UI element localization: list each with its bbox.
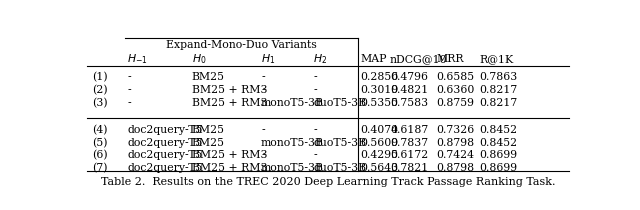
Text: doc2query-T5: doc2query-T5 bbox=[127, 150, 202, 160]
Text: BM25 + RM3: BM25 + RM3 bbox=[191, 98, 267, 108]
Text: 0.6360: 0.6360 bbox=[436, 85, 474, 95]
Text: 0.5355: 0.5355 bbox=[360, 98, 398, 108]
Text: duoT5-3B: duoT5-3B bbox=[313, 98, 366, 108]
Text: 0.2856: 0.2856 bbox=[360, 72, 399, 82]
Text: (4): (4) bbox=[92, 125, 108, 135]
Text: duoT5-3B: duoT5-3B bbox=[313, 163, 366, 173]
Text: BM25: BM25 bbox=[191, 72, 225, 82]
Text: -: - bbox=[313, 85, 317, 95]
Text: -: - bbox=[127, 98, 131, 108]
Text: -: - bbox=[127, 72, 131, 82]
Text: (1): (1) bbox=[92, 72, 108, 82]
Text: -: - bbox=[261, 85, 265, 95]
Text: -: - bbox=[313, 150, 317, 160]
Text: BM25: BM25 bbox=[191, 125, 225, 135]
Text: 0.5609: 0.5609 bbox=[360, 138, 398, 148]
Text: BM25 + RM3: BM25 + RM3 bbox=[191, 163, 267, 173]
Text: (5): (5) bbox=[92, 138, 108, 148]
Text: doc2query-T5: doc2query-T5 bbox=[127, 163, 202, 173]
Text: -: - bbox=[261, 125, 265, 135]
Text: BM25: BM25 bbox=[191, 138, 225, 148]
Text: 0.8798: 0.8798 bbox=[436, 163, 474, 173]
Text: (7): (7) bbox=[92, 163, 108, 173]
Text: $H_{0}$: $H_{0}$ bbox=[191, 52, 206, 66]
Text: -: - bbox=[313, 72, 317, 82]
Text: 0.8217: 0.8217 bbox=[479, 98, 518, 108]
Text: MAP: MAP bbox=[360, 54, 387, 64]
Text: (2): (2) bbox=[92, 85, 108, 95]
Text: 0.8759: 0.8759 bbox=[436, 98, 474, 108]
Text: BM25 + RM3: BM25 + RM3 bbox=[191, 150, 267, 160]
Text: (3): (3) bbox=[92, 98, 108, 108]
Text: monoT5-3B: monoT5-3B bbox=[261, 163, 324, 173]
Text: 0.6172: 0.6172 bbox=[390, 150, 428, 160]
Text: 0.7424: 0.7424 bbox=[436, 150, 474, 160]
Text: monoT5-3B: monoT5-3B bbox=[261, 138, 324, 148]
Text: 0.4821: 0.4821 bbox=[390, 85, 428, 95]
Text: -: - bbox=[261, 150, 265, 160]
Text: nDCG@10: nDCG@10 bbox=[390, 54, 447, 64]
Text: Expand-Mono-Duo Variants: Expand-Mono-Duo Variants bbox=[166, 40, 317, 50]
Text: R@1K: R@1K bbox=[479, 54, 513, 64]
Text: 0.7821: 0.7821 bbox=[390, 163, 428, 173]
Text: monoT5-3B: monoT5-3B bbox=[261, 98, 324, 108]
Text: 0.6585: 0.6585 bbox=[436, 72, 474, 82]
Text: 0.5643: 0.5643 bbox=[360, 163, 398, 173]
Text: -: - bbox=[313, 125, 317, 135]
Text: 0.3019: 0.3019 bbox=[360, 85, 399, 95]
Text: 0.4074: 0.4074 bbox=[360, 125, 398, 135]
Text: 0.6187: 0.6187 bbox=[390, 125, 428, 135]
Text: 0.7583: 0.7583 bbox=[390, 98, 428, 108]
Text: $H_{1}$: $H_{1}$ bbox=[261, 52, 275, 66]
Text: -: - bbox=[127, 85, 131, 95]
Text: -: - bbox=[261, 72, 265, 82]
Text: $H_{2}$: $H_{2}$ bbox=[313, 52, 327, 66]
Text: duoT5-3B: duoT5-3B bbox=[313, 138, 366, 148]
Text: 0.8217: 0.8217 bbox=[479, 85, 518, 95]
Text: BM25 + RM3: BM25 + RM3 bbox=[191, 85, 267, 95]
Text: 0.4796: 0.4796 bbox=[390, 72, 428, 82]
Text: doc2query-T5: doc2query-T5 bbox=[127, 138, 202, 148]
Text: 0.7326: 0.7326 bbox=[436, 125, 474, 135]
Text: 0.8699: 0.8699 bbox=[479, 150, 517, 160]
Text: $H_{-1}$: $H_{-1}$ bbox=[127, 52, 148, 66]
Text: doc2query-T5: doc2query-T5 bbox=[127, 125, 202, 135]
Text: 0.8452: 0.8452 bbox=[479, 138, 517, 148]
Text: 0.8798: 0.8798 bbox=[436, 138, 474, 148]
Text: 0.8699: 0.8699 bbox=[479, 163, 517, 173]
Text: 0.7863: 0.7863 bbox=[479, 72, 518, 82]
Text: Table 2.  Results on the TREC 2020 Deep Learning Track Passage Ranking Task.: Table 2. Results on the TREC 2020 Deep L… bbox=[100, 177, 556, 187]
Text: 0.8452: 0.8452 bbox=[479, 125, 517, 135]
Text: 0.4295: 0.4295 bbox=[360, 150, 398, 160]
Text: MRR: MRR bbox=[436, 54, 463, 64]
Text: (6): (6) bbox=[92, 150, 108, 160]
Text: 0.7837: 0.7837 bbox=[390, 138, 428, 148]
